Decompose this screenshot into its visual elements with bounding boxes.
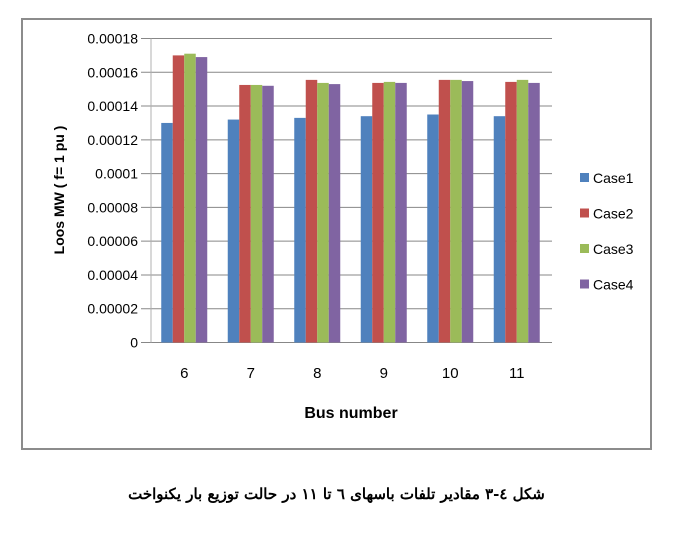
legend-label: Case2 bbox=[593, 206, 634, 222]
y-tick-label: 0.00014 bbox=[87, 98, 138, 114]
legend-swatch-case1 bbox=[580, 173, 589, 182]
legend-swatch-case2 bbox=[580, 208, 589, 218]
x-axis-title: Bus number bbox=[304, 405, 397, 422]
y-tick-label: 0.00016 bbox=[87, 64, 138, 80]
bar-case2-bus-10 bbox=[438, 79, 451, 343]
bar-case4-bus-7 bbox=[262, 85, 274, 343]
y-tick-label: 0.00006 bbox=[87, 233, 138, 249]
bar-case3-bus-11 bbox=[516, 79, 529, 343]
bar-case1-bus-6 bbox=[161, 122, 173, 343]
legend-label: Case3 bbox=[593, 241, 634, 257]
x-tick-label: 8 bbox=[313, 365, 321, 382]
bar-case1-bus-7 bbox=[227, 119, 240, 343]
bar-case4-bus-10 bbox=[461, 81, 474, 343]
chart-frame bbox=[21, 18, 652, 450]
bar-case2-bus-8 bbox=[305, 79, 318, 343]
x-tick-label: 9 bbox=[380, 365, 388, 382]
bar-case3-bus-9 bbox=[383, 81, 396, 343]
legend-swatch-case4 bbox=[580, 279, 589, 289]
bar-case2-bus-11 bbox=[505, 81, 517, 343]
legend-label: Case4 bbox=[593, 277, 634, 293]
x-tick-label: 7 bbox=[247, 365, 255, 382]
bar-case2-bus-6 bbox=[172, 55, 185, 343]
x-tick-label: 6 bbox=[180, 365, 188, 382]
bar-case1-bus-8 bbox=[294, 117, 306, 343]
y-tick-label: 0.0001 bbox=[95, 166, 138, 182]
bar-case2-bus-9 bbox=[372, 82, 384, 343]
bar-case4-bus-6 bbox=[195, 57, 208, 343]
y-tick-label: 0.00004 bbox=[87, 267, 138, 283]
y-tick-label: 0.00008 bbox=[87, 199, 138, 215]
legend-label: Case1 bbox=[593, 170, 634, 186]
y-axis-title: Loos MW ( f= 1 pu ) bbox=[51, 126, 67, 255]
bar-case3-bus-6 bbox=[184, 53, 196, 343]
figure-caption: شکل ٤-٣ مقادیر تلفات باسهای ٦ تا ١١ در ح… bbox=[128, 485, 545, 503]
bar-case4-bus-11 bbox=[528, 82, 540, 343]
legend-swatch-case3 bbox=[580, 244, 589, 253]
bar-case1-bus-10 bbox=[427, 114, 439, 343]
y-tick-label: 0.00002 bbox=[87, 301, 138, 317]
y-tick-label: 0.00012 bbox=[87, 132, 138, 148]
bar-case4-bus-8 bbox=[328, 84, 341, 343]
bar-case4-bus-9 bbox=[395, 82, 407, 343]
bar-case1-bus-9 bbox=[360, 116, 373, 343]
bar-case2-bus-7 bbox=[239, 84, 251, 343]
bar-case1-bus-11 bbox=[493, 116, 506, 343]
y-tick-label: 0 bbox=[130, 335, 138, 351]
bar-case3-bus-7 bbox=[250, 84, 263, 343]
bar-case3-bus-8 bbox=[317, 82, 329, 343]
y-tick-label: 0.00018 bbox=[87, 31, 138, 47]
x-tick-label: 10 bbox=[442, 365, 459, 382]
x-tick-label: 11 bbox=[509, 365, 525, 382]
bar-case3-bus-10 bbox=[450, 79, 462, 343]
